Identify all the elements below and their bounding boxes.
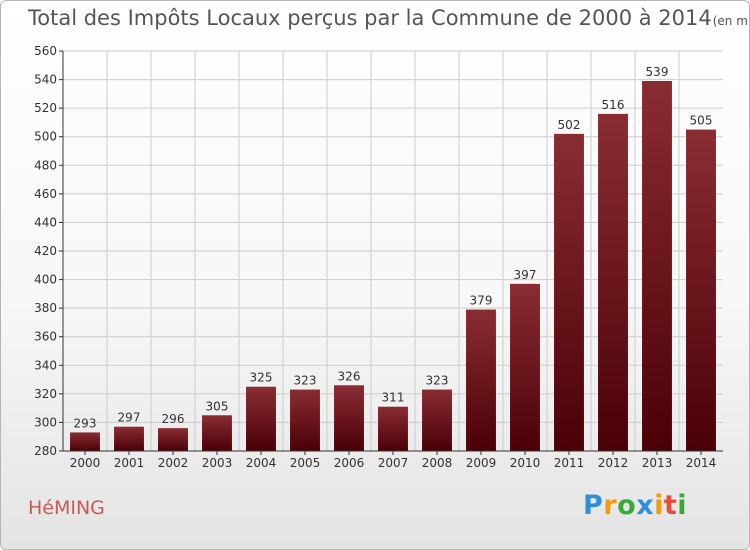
x-tick-label-2002: 2002 bbox=[158, 456, 189, 470]
x-tick-label-2006: 2006 bbox=[334, 456, 365, 470]
y-tick-label: 380 bbox=[34, 301, 57, 315]
x-tick-label-2012: 2012 bbox=[598, 456, 629, 470]
y-tick-label: 320 bbox=[34, 387, 57, 401]
x-tick-label-2010: 2010 bbox=[510, 456, 541, 470]
proxiti-logo: Proxiti bbox=[583, 490, 687, 521]
x-tick-label-2004: 2004 bbox=[246, 456, 277, 470]
bar-2000 bbox=[70, 432, 100, 451]
y-tick-label: 280 bbox=[34, 444, 57, 458]
bar-2005 bbox=[290, 389, 320, 451]
x-tick-label-2013: 2013 bbox=[642, 456, 673, 470]
logo-letter: i bbox=[654, 490, 664, 521]
x-tick-label-2005: 2005 bbox=[290, 456, 321, 470]
y-tick-label: 460 bbox=[34, 187, 57, 201]
bar-2014 bbox=[686, 129, 716, 452]
bar-2003 bbox=[202, 415, 232, 451]
data-label-2008: 323 bbox=[426, 374, 449, 388]
x-tick-label-2001: 2001 bbox=[114, 456, 145, 470]
logo-letter: o bbox=[617, 490, 637, 521]
x-tick-label-2009: 2009 bbox=[466, 456, 497, 470]
x-tick-label-2011: 2011 bbox=[554, 456, 585, 470]
bars bbox=[70, 81, 716, 452]
data-label-2014: 505 bbox=[690, 114, 713, 128]
logo-letter: t bbox=[663, 490, 678, 521]
data-label-2000: 293 bbox=[74, 416, 97, 430]
y-tick-label: 500 bbox=[34, 130, 57, 144]
y-tick-label: 420 bbox=[34, 244, 57, 258]
bar-2004 bbox=[246, 386, 276, 451]
chart-title-main: Total des Impôts Locaux perçus par la Co… bbox=[28, 6, 712, 30]
bar-2006 bbox=[334, 385, 364, 451]
x-tick-label-2008: 2008 bbox=[422, 456, 453, 470]
data-label-2003: 305 bbox=[206, 399, 229, 413]
bar-2001 bbox=[114, 426, 144, 451]
logo-letter: P bbox=[583, 490, 604, 521]
commune-name: HéMING bbox=[28, 497, 105, 519]
bar-2009 bbox=[466, 309, 496, 451]
bar-2011 bbox=[554, 133, 584, 451]
data-label-2007: 311 bbox=[382, 391, 405, 405]
y-tick-label: 440 bbox=[34, 215, 57, 229]
y-tick-label: 560 bbox=[34, 44, 57, 58]
y-tick-label: 480 bbox=[34, 158, 57, 172]
logo-letter: x bbox=[636, 490, 655, 521]
logo-letter: i bbox=[677, 490, 688, 521]
y-tick-label: 340 bbox=[34, 358, 57, 372]
x-tick-label-2014: 2014 bbox=[686, 456, 717, 470]
logo-letter: r bbox=[603, 490, 618, 521]
y-tick-label: 360 bbox=[34, 330, 57, 344]
axes bbox=[59, 50, 723, 455]
data-label-2002: 296 bbox=[162, 412, 185, 426]
x-tick-label-2007: 2007 bbox=[378, 456, 409, 470]
data-label-2004: 325 bbox=[250, 371, 273, 385]
labels: 280 300 320 340 360 380 400 420 440 460 480 500 520 5… bbox=[34, 44, 716, 470]
data-label-2013: 539 bbox=[646, 65, 669, 79]
data-label-2006: 326 bbox=[338, 369, 361, 383]
bar-2008 bbox=[422, 389, 452, 451]
bar-2010 bbox=[510, 283, 540, 451]
y-tick-label: 540 bbox=[34, 73, 57, 87]
chart-title: Total des Impôts Locaux perçus par la Co… bbox=[28, 6, 750, 30]
data-label-2012: 516 bbox=[602, 98, 625, 112]
bar-2012 bbox=[598, 113, 628, 451]
bar-2007 bbox=[378, 406, 408, 451]
y-tick-label: 300 bbox=[34, 415, 57, 429]
y-tick-label: 520 bbox=[34, 101, 57, 115]
x-tick-label-2003: 2003 bbox=[202, 456, 233, 470]
y-tick-label: 400 bbox=[34, 273, 57, 287]
data-label-2011: 502 bbox=[558, 118, 581, 132]
data-label-2009: 379 bbox=[470, 294, 493, 308]
data-label-2010: 397 bbox=[514, 268, 537, 282]
chart-title-unit: (en milliers d'€) bbox=[712, 14, 750, 28]
bar-2002 bbox=[158, 428, 188, 451]
bar-2013 bbox=[642, 81, 672, 451]
data-label-2001: 297 bbox=[118, 411, 141, 425]
x-tick-label-2000: 2000 bbox=[70, 456, 101, 470]
data-label-2005: 323 bbox=[294, 374, 317, 388]
